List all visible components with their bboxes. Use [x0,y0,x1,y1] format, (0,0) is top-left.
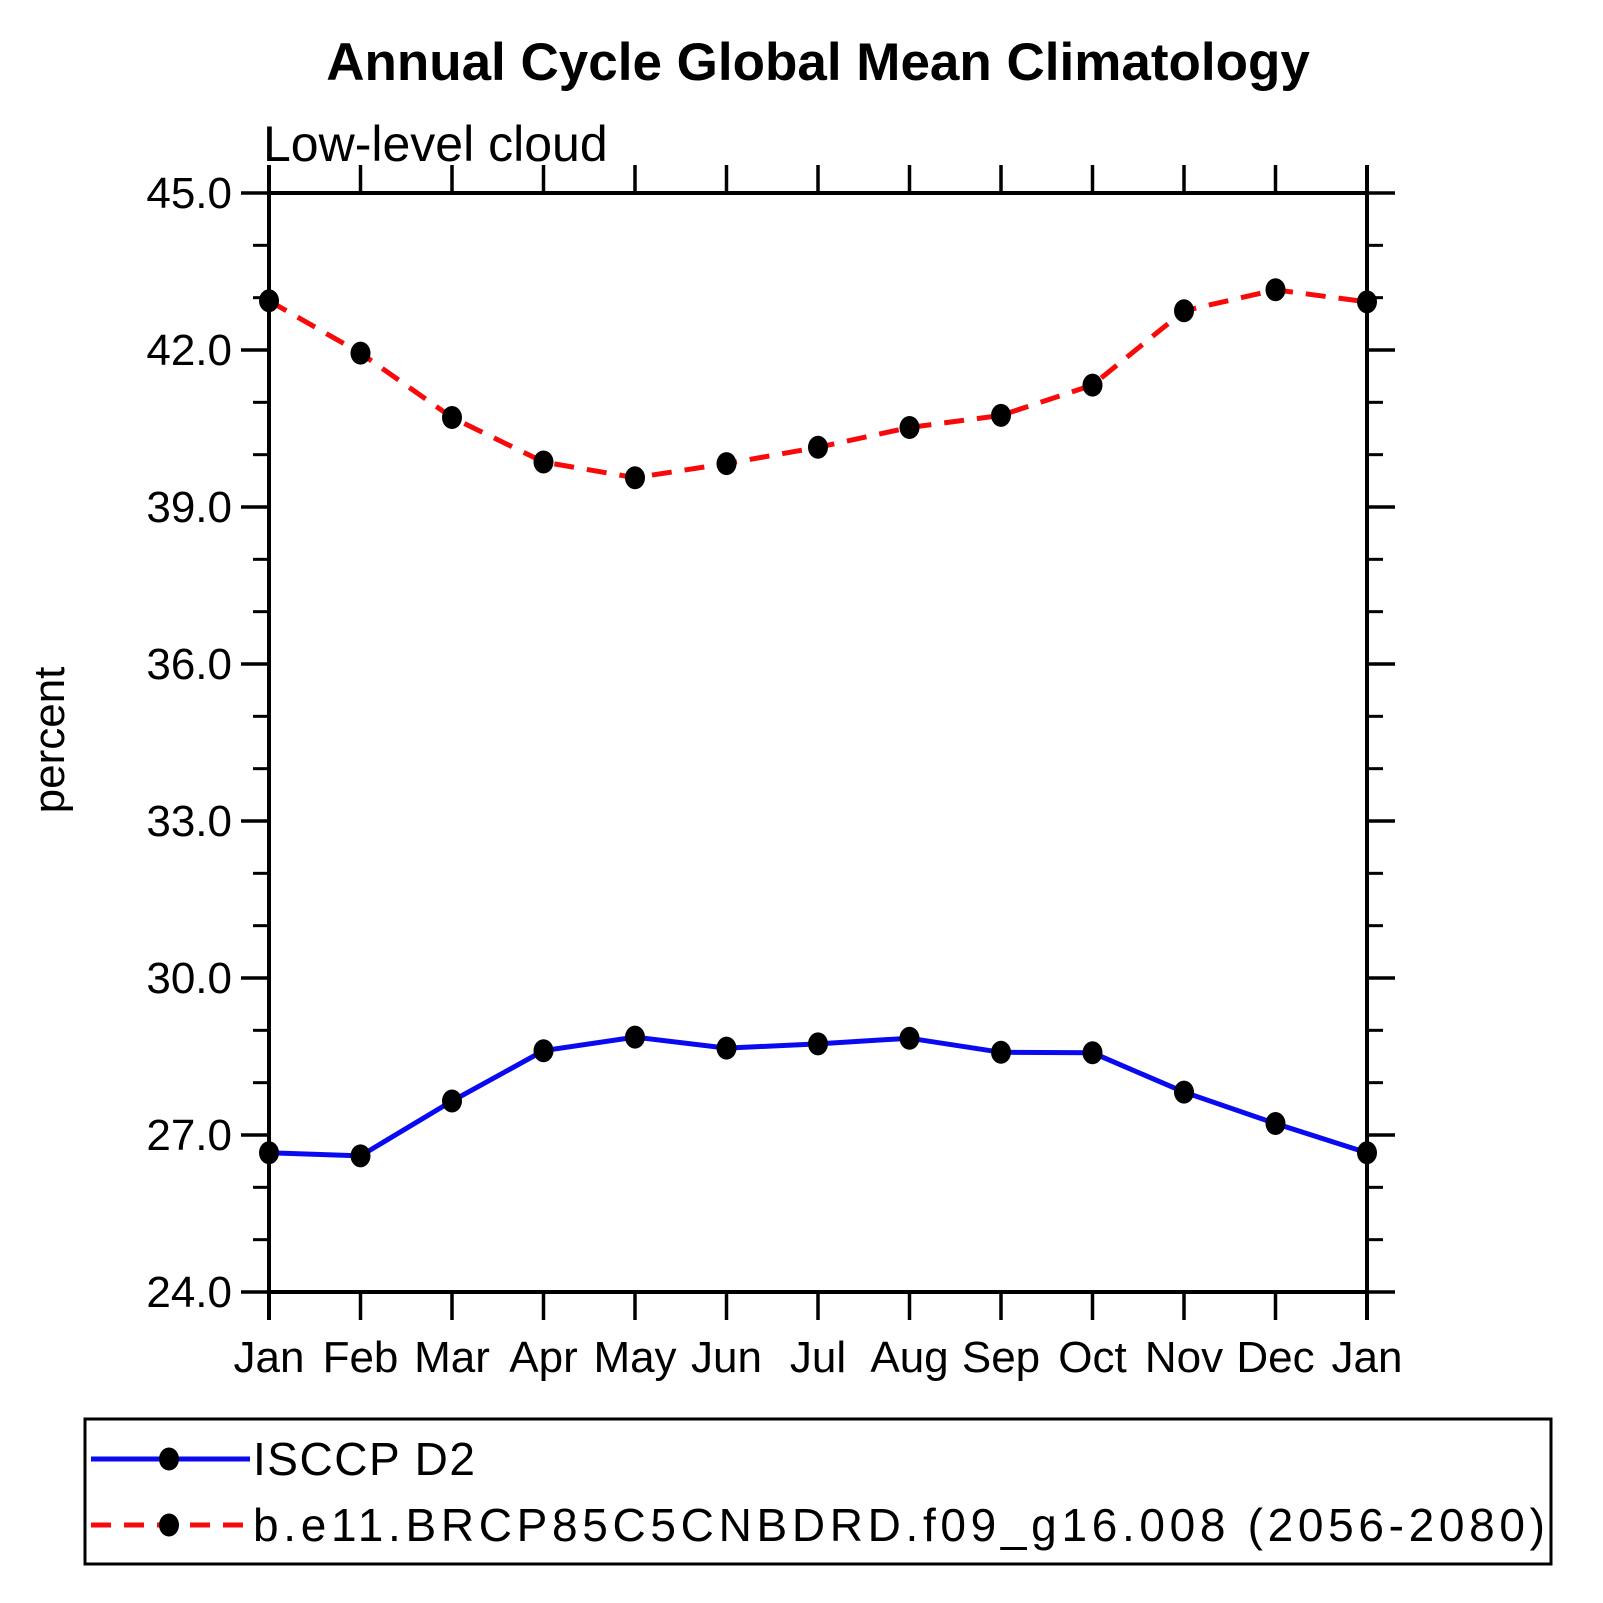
data-point-marker [259,1141,279,1165]
x-tick-label: Jan [234,1333,305,1382]
data-point-marker [808,435,828,459]
x-tick-label: May [593,1333,676,1382]
x-tick-label: Aug [870,1333,948,1382]
x-tick-label: Jul [790,1333,846,1382]
y-tick-label: 33.0 [146,797,232,846]
data-series [259,278,1377,1168]
y-tick-label: 36.0 [146,640,232,689]
data-point-marker [1082,373,1103,397]
y-tick-label: 30.0 [146,954,232,1003]
data-point-marker [808,1032,828,1056]
chart-title: Annual Cycle Global Mean Climatology [326,33,1310,92]
data-point-marker [716,452,737,476]
chart-subtitle: Low-level cloud [263,116,608,172]
data-point-marker [625,1025,645,1049]
data-point-marker [259,289,279,313]
y-tick-label: 42.0 [146,326,232,375]
data-point-marker [991,1040,1011,1064]
data-point-marker [350,1144,371,1168]
plot-frame [267,165,1369,1320]
data-point-marker [1265,278,1286,302]
y-tick-label: 27.0 [146,1111,232,1160]
legend-label: b.e11.BRCP85C5CNBDRD.f09_g16.008 (2056-2… [253,1499,1545,1551]
x-tick-label: Nov [1145,1333,1223,1382]
data-point-marker [1174,299,1194,323]
data-point-marker [899,416,920,439]
y-tick-label: 24.0 [146,1268,232,1317]
y-tick-label: 39.0 [146,483,232,532]
plot-axes: 24.0 27.0 30.0 33.0 36.0 39.0 42.0 45.0 Jan Feb Ma… [146,165,1402,1382]
x-tick-label: Jan [1332,1333,1403,1382]
legend: ISCCP D2 b.e11.BRCP85C5CNBDRD.f09_g16.008… [83,1417,1553,1566]
legend-marker [159,1447,179,1471]
data-point-marker [533,1039,554,1063]
data-point-marker [533,450,554,474]
x-tick-label: Apr [509,1333,577,1382]
y-axis-label: percent [25,667,74,814]
data-point-marker [350,341,371,365]
data-point-marker [1265,1112,1286,1135]
data-point-marker [625,466,645,490]
data-point-marker [1082,1041,1103,1065]
x-tick-label: Jun [691,1333,762,1382]
x-tick-label: Feb [323,1333,399,1382]
data-point-marker [1174,1080,1194,1104]
x-tick-label: Oct [1058,1333,1126,1382]
data-point-marker [442,1089,462,1113]
data-point-marker [1357,290,1377,314]
x-tick-label: Dec [1236,1333,1314,1382]
legend-label: ISCCP D2 [253,1433,475,1485]
data-point-marker [991,403,1011,427]
legend-border [83,1417,1553,1566]
legend-marker [159,1513,179,1537]
x-tick-label: Mar [414,1333,490,1382]
y-tick-label: 45.0 [146,169,232,218]
data-point-marker [442,406,462,429]
data-point-marker [716,1036,737,1060]
x-tick-label: Sep [962,1333,1040,1382]
data-point-marker [899,1026,920,1050]
data-point-marker [1357,1141,1377,1165]
